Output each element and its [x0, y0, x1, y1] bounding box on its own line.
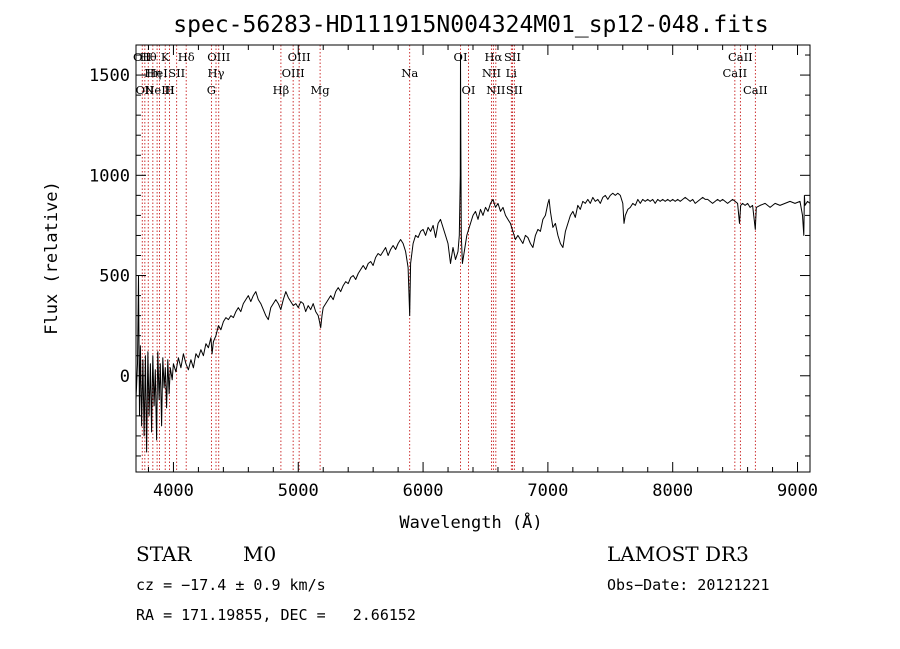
coords-line: RA = 171.19855, DEC = 2.66152 [136, 606, 416, 624]
line-marker-label: CaII [728, 50, 753, 64]
plot-frame [135, 44, 811, 473]
x-axis-label: Wavelength (Å) [399, 511, 542, 533]
line-marker-label: Hβ [273, 83, 290, 97]
line-marker-label: Hθ [140, 50, 157, 64]
line-marker-label: Hη [144, 66, 161, 80]
line-marker-label: G [207, 83, 216, 97]
line-marker-label: OII [133, 50, 152, 64]
redshift-line: cz = −17.4 ± 0.9 km/s [136, 576, 326, 594]
y-axis-label: Flux (relative) [42, 181, 62, 335]
x-tick-label: 7000 [527, 481, 568, 501]
line-marker-label: SII [504, 50, 521, 64]
line-marker-label: Hδ [178, 50, 195, 64]
line-marker-label: NII [486, 83, 505, 97]
line-marker-label: Na [401, 66, 418, 80]
line-marker-label: CaII [743, 83, 768, 97]
x-tick-label: 8000 [652, 481, 693, 501]
line-marker-label: SII [168, 66, 185, 80]
x-tick-label: 9000 [777, 481, 818, 501]
line-marker-label: K [161, 50, 170, 64]
line-markers [141, 45, 756, 472]
line-marker-label: SII [506, 83, 523, 97]
line-marker-label: OIII [207, 50, 230, 64]
survey-name: LAMOST DR3 [607, 542, 749, 566]
line-marker-label: OIII [282, 66, 305, 80]
y-tick-label: 1000 [89, 166, 130, 186]
line-marker-label: OI [462, 83, 476, 97]
line-marker-label: NeIII [144, 83, 175, 97]
object-class: STAR [136, 542, 192, 566]
y-tick-label: 500 [99, 267, 130, 287]
obs-date: Obs−Date: 20121221 [607, 576, 770, 594]
x-tick-label: 4000 [153, 481, 194, 501]
line-marker-label: Li [506, 66, 518, 80]
line-marker-label: Mg [311, 83, 331, 97]
line-marker-labels: OIIOIIHθHηHeINeIIIKHSIIHδGHγOIIIHβOIIIOI… [133, 50, 768, 97]
object-subclass: M0 [243, 542, 276, 566]
y-tick-label: 0 [120, 367, 130, 387]
line-marker-label: Hγ [208, 66, 225, 80]
y-tick-label: 1500 [89, 66, 130, 86]
spectrum-line-0 [135, 54, 811, 453]
x-axis-ticks: 4000 5000 6000 7000 8000 9000 [147, 45, 818, 501]
line-marker-label: OII [136, 83, 155, 97]
line-marker-label: Hα [484, 50, 502, 64]
line-marker-label: H [165, 83, 175, 97]
x-tick-label: 5000 [278, 481, 319, 501]
line-marker-label: HeI [146, 66, 167, 80]
line-marker-label: OIII [288, 50, 311, 64]
line-marker-label: CaII [722, 66, 747, 80]
x-tick-label: 6000 [403, 481, 444, 501]
line-marker-label: NII [482, 66, 501, 80]
y-axis-ticks: 0 500 1000 1500 [89, 54, 810, 457]
spectrum-series [135, 54, 811, 453]
chart-title: spec-56283-HD111915N004324M01_sp12-048.f… [173, 12, 768, 38]
